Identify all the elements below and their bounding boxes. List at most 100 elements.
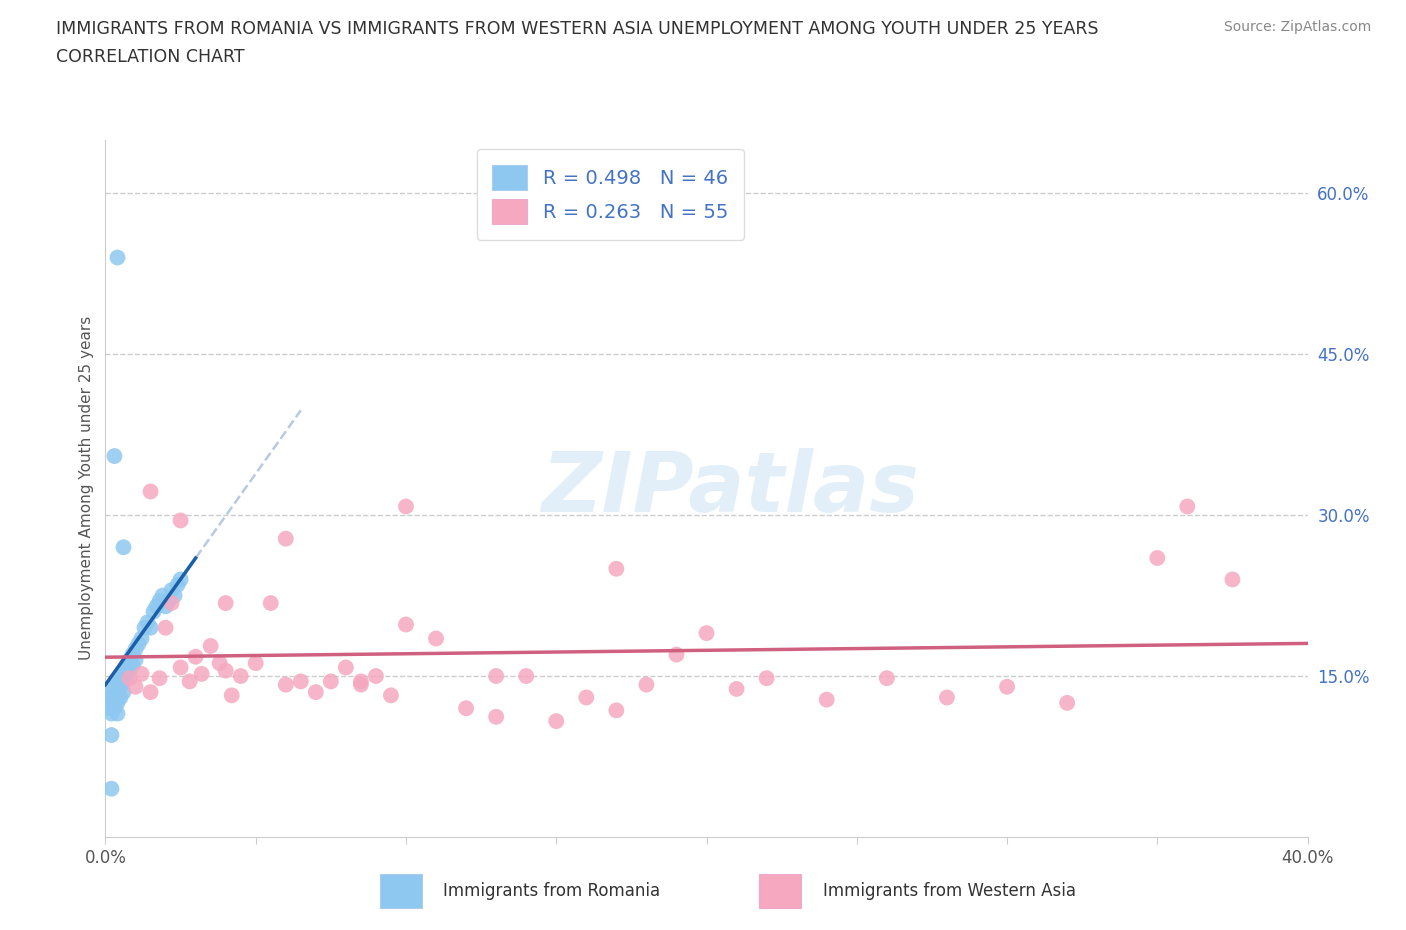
Point [260,595,283,610]
Point [876,671,898,685]
Point [107,250,129,265]
Point [1056,696,1078,711]
Point [97,701,120,716]
Point [274,677,297,692]
Point [100,696,122,711]
Point [107,706,129,721]
Point [636,677,658,692]
Point [696,626,718,641]
Point [110,679,132,694]
Point [134,620,156,635]
Point [163,588,186,603]
Point [350,677,373,692]
Point [665,647,688,662]
Point [139,684,162,699]
Point [319,674,342,689]
Point [103,690,125,705]
Point [112,674,135,689]
Point [115,658,138,672]
Text: IMMIGRANTS FROM ROMANIA VS IMMIGRANTS FROM WESTERN ASIA UNEMPLOYMENT AMONG YOUTH: IMMIGRANTS FROM ROMANIA VS IMMIGRANTS FR… [56,20,1098,38]
Text: CORRELATION CHART: CORRELATION CHART [56,48,245,66]
Point [546,713,568,728]
Point [485,669,508,684]
Point [214,663,236,678]
Point [160,583,183,598]
Text: ZIPatlas: ZIPatlas [541,447,920,529]
Point [214,595,236,610]
Point [229,669,252,684]
Point [305,684,328,699]
Point [124,653,146,668]
Point [605,703,627,718]
Point [274,531,297,546]
Point [725,682,748,697]
Point [115,669,138,684]
Point [290,674,312,689]
Point [118,663,141,678]
Point [425,631,447,646]
Point [380,688,402,703]
Point [335,660,357,675]
Point [155,620,177,635]
Point [200,639,222,654]
Legend: R = 0.498   N = 46, R = 0.263   N = 55: R = 0.498 N = 46, R = 0.263 N = 55 [477,149,744,240]
FancyBboxPatch shape [759,874,801,908]
Point [121,647,143,662]
Point [350,674,373,689]
Point [190,667,212,682]
Point [139,484,162,498]
Point [112,684,135,699]
Point [157,593,180,608]
Point [815,692,838,707]
Point [995,679,1018,694]
Point [245,656,267,671]
Point [169,660,191,675]
Point [100,706,122,721]
Point [221,688,243,703]
Point [395,618,418,632]
Point [110,690,132,705]
Point [103,448,125,463]
Point [139,620,162,635]
Point [131,631,153,646]
Point [575,690,598,705]
Point [485,710,508,724]
Point [118,653,141,668]
Point [100,684,122,699]
Point [148,593,170,608]
Point [97,690,120,705]
Point [1175,499,1198,514]
Point [755,671,778,685]
Point [395,499,418,514]
Point [515,669,537,684]
Point [124,642,146,657]
Point [100,781,122,796]
Point [107,696,129,711]
Point [103,701,125,716]
Point [364,669,387,684]
Text: Source: ZipAtlas.com: Source: ZipAtlas.com [1223,20,1371,34]
Point [155,599,177,614]
Point [166,578,188,592]
Point [936,690,959,705]
Text: Immigrants from Western Asia: Immigrants from Western Asia [823,883,1076,900]
Point [118,671,141,685]
Point [184,649,207,664]
Point [112,663,135,678]
Point [1146,551,1168,565]
Point [112,539,135,554]
Point [107,674,129,689]
Point [160,595,183,610]
Point [208,656,231,671]
Point [169,572,191,587]
Point [110,669,132,684]
Y-axis label: Unemployment Among Youth under 25 years: Unemployment Among Youth under 25 years [79,316,94,660]
Point [145,599,167,614]
Point [107,684,129,699]
Point [179,674,201,689]
Point [142,604,165,619]
Point [124,679,146,694]
Point [1222,572,1244,587]
Point [148,671,170,685]
Point [605,562,627,577]
